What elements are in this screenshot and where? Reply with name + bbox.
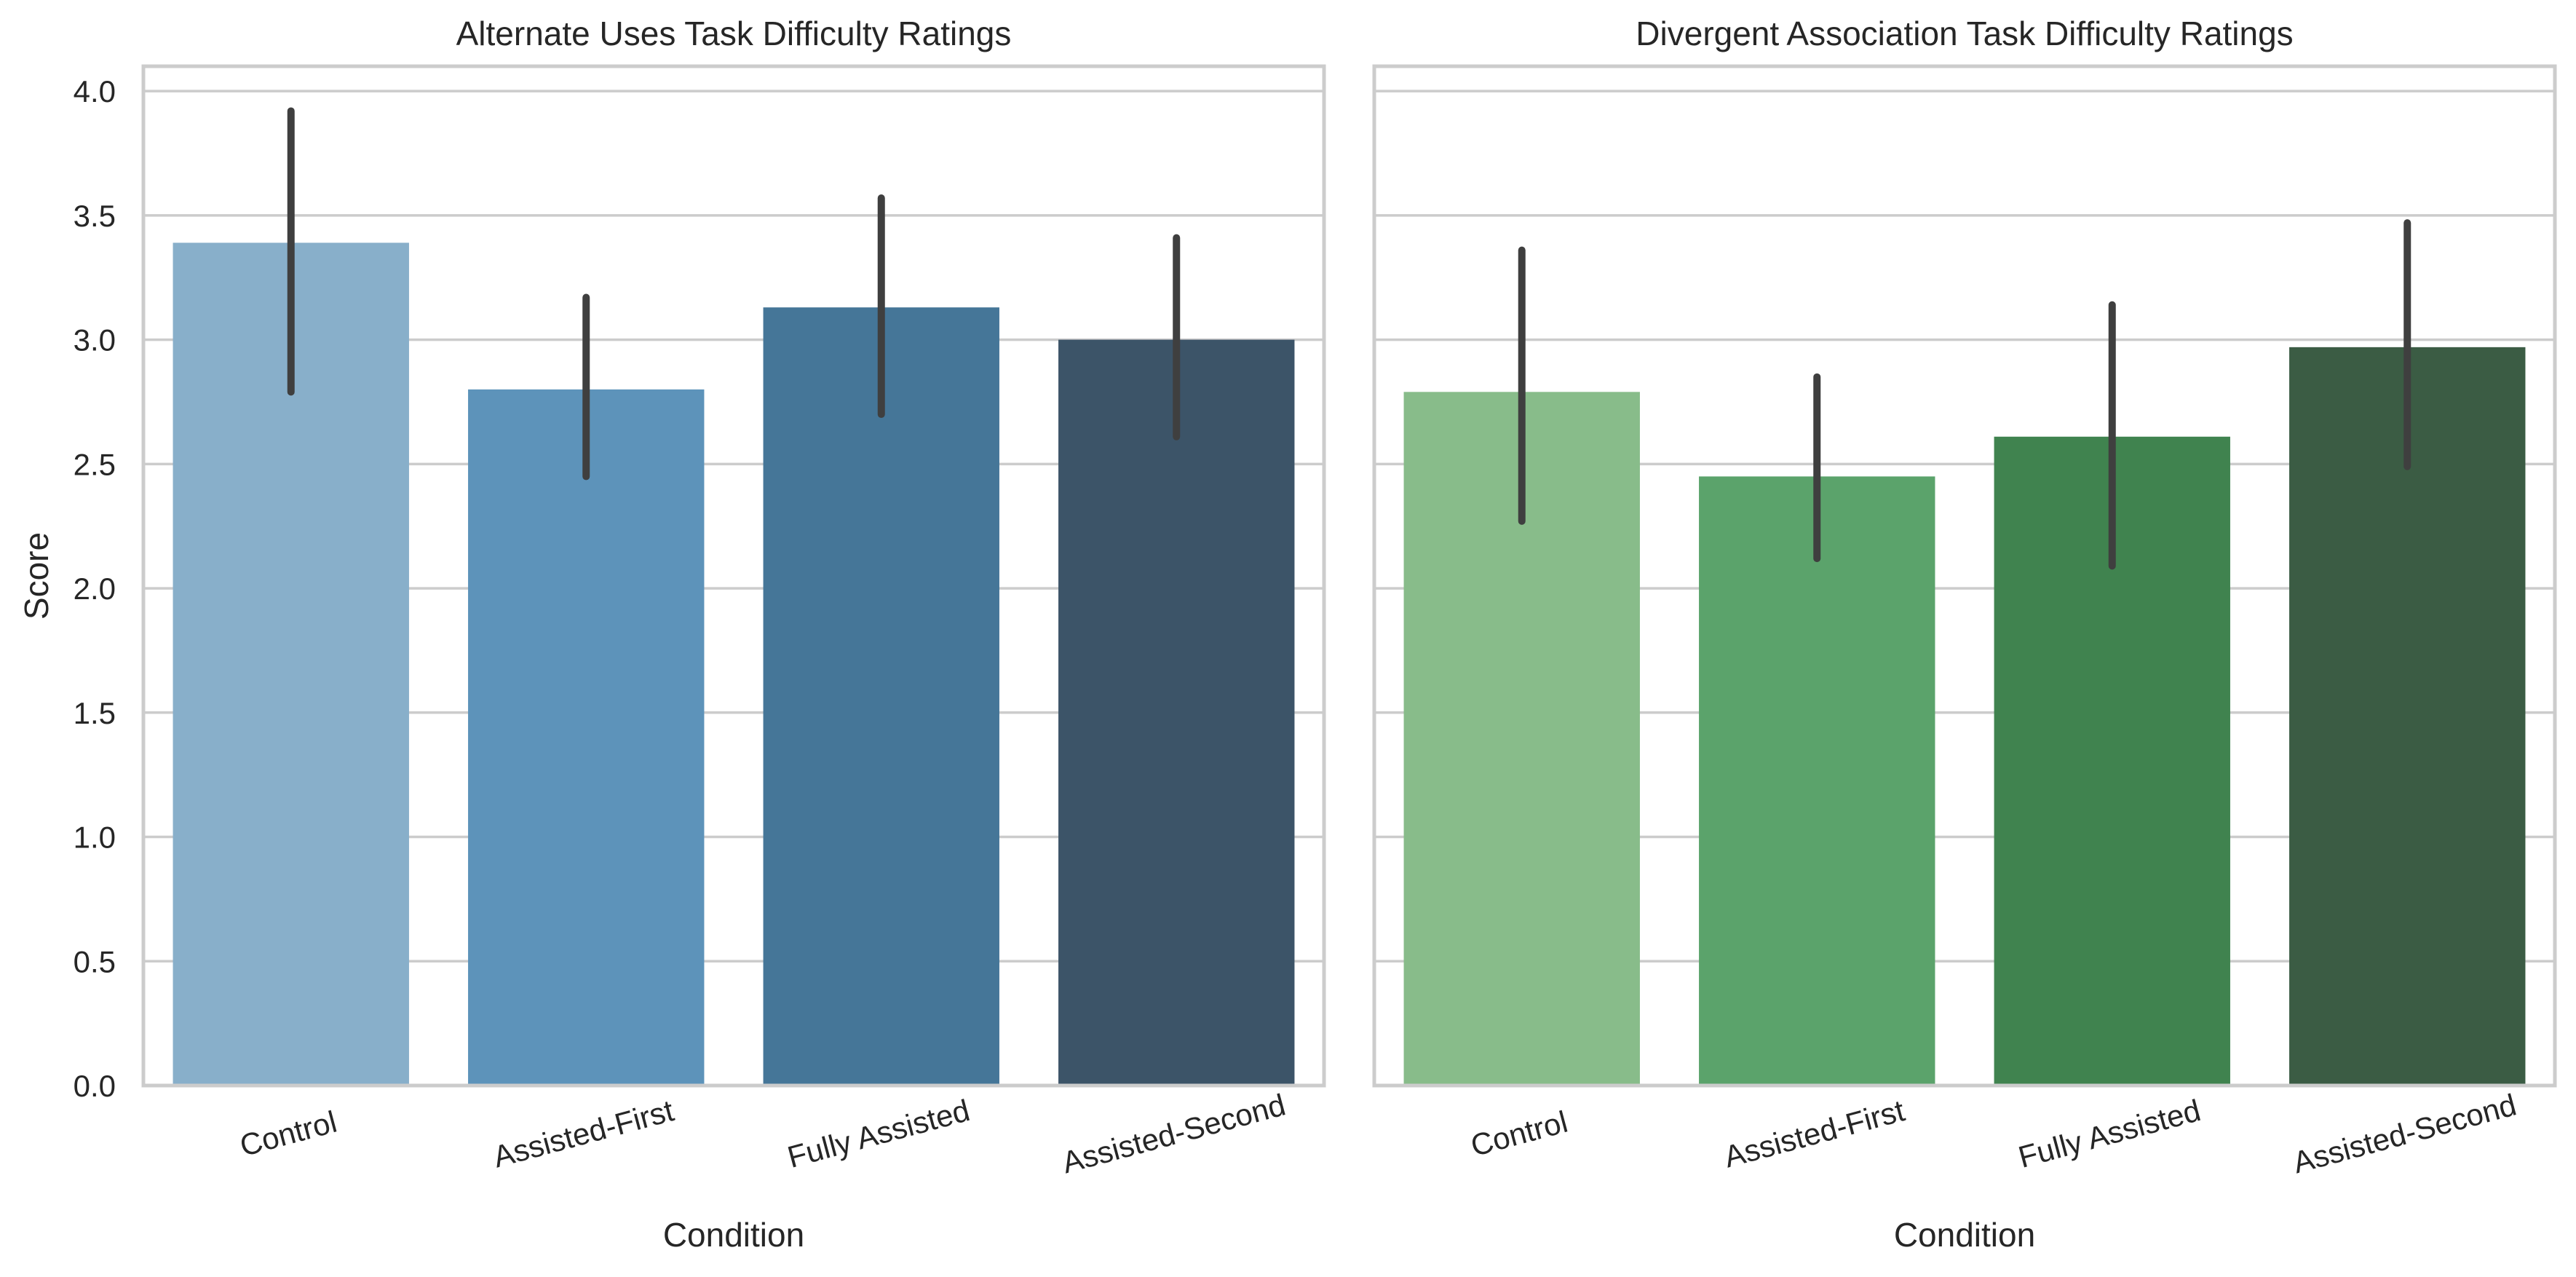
y-tick-label-0-7: 3.5: [74, 199, 116, 233]
axes-frame-0: [141, 64, 1326, 1088]
y-tick-label-0-3: 1.5: [74, 696, 116, 730]
y-tick-label-0-4: 2.0: [74, 572, 116, 606]
x-axis-label-0: Condition: [663, 1216, 804, 1254]
bar-0-3: [1058, 339, 1295, 1086]
y-tick-label-0-1: 0.5: [74, 944, 116, 978]
x-tick-label-1-0: Control: [1467, 1104, 1572, 1163]
x-tick-label-0-0: Control: [237, 1104, 341, 1163]
y-tick-label-0-0: 0.0: [74, 1069, 116, 1103]
y-tick-label-0-5: 2.5: [74, 447, 116, 481]
x-tick-label-0-3: Assisted-Second: [1058, 1088, 1289, 1180]
x-tick-label-1-1: Assisted-First: [1721, 1093, 1909, 1174]
x-tick-label-0-1: Assisted-First: [490, 1093, 678, 1174]
y-axis-label-0: Score: [17, 532, 55, 620]
bar-0-1: [468, 389, 705, 1086]
axes-frame-1: [1372, 64, 2557, 1088]
bar-0-2: [763, 307, 999, 1086]
x-tick-label-0-2: Fully Assisted: [784, 1093, 973, 1174]
bar-1-3: [2289, 347, 2526, 1086]
x-axis-label-1: Condition: [1894, 1216, 2035, 1254]
chart-title-1: Divergent Association Task Difficulty Ra…: [1636, 15, 2293, 52]
x-tick-label-1-2: Fully Assisted: [2015, 1093, 2204, 1174]
y-tick-label-0-8: 4.0: [74, 74, 116, 108]
bar-1-1: [1699, 476, 1935, 1086]
chart-title-0: Alternate Uses Task Difficulty Ratings: [456, 15, 1012, 52]
x-tick-label-1-3: Assisted-Second: [2289, 1088, 2520, 1180]
y-tick-label-0-2: 1.0: [74, 821, 116, 855]
y-tick-label-0-6: 3.0: [74, 323, 116, 357]
